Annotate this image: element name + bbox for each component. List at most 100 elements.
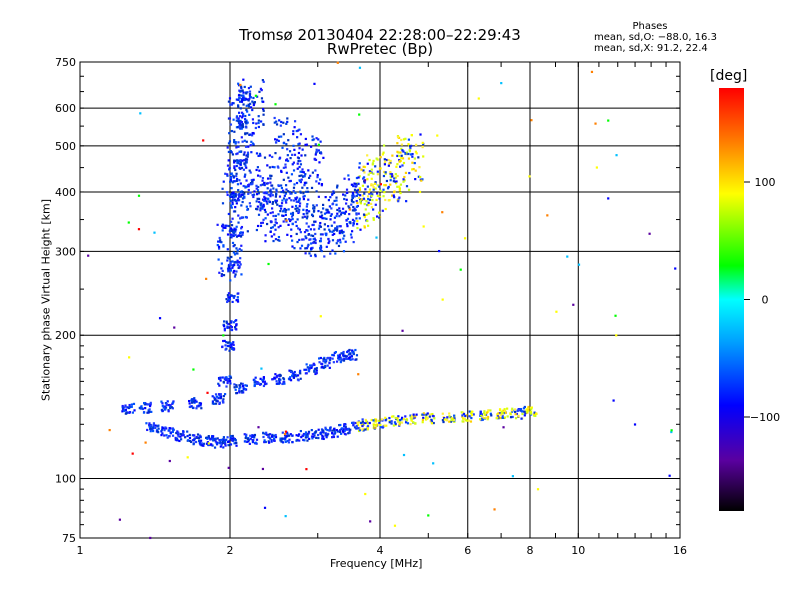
data-point [229, 103, 232, 106]
data-point [358, 429, 362, 432]
data-point [262, 203, 265, 206]
data-point [242, 103, 245, 106]
data-point [261, 183, 264, 186]
data-point [231, 193, 234, 196]
data-point [353, 209, 356, 212]
data-point [292, 376, 295, 379]
data-point [214, 440, 217, 443]
data-point [242, 78, 245, 81]
data-point [320, 183, 324, 186]
data-point [430, 419, 433, 422]
data-point [366, 154, 369, 157]
data-point [269, 230, 272, 233]
data-point [174, 436, 177, 440]
grid [80, 62, 680, 538]
data-point [254, 376, 257, 379]
data-point [258, 152, 262, 156]
data-point [253, 384, 256, 387]
data-point [282, 377, 285, 380]
data-point [392, 194, 395, 197]
data-point [269, 437, 272, 440]
data-point [261, 206, 264, 209]
data-point [253, 101, 257, 104]
data-point [305, 434, 308, 437]
data-point [233, 243, 236, 247]
data-point [251, 100, 254, 103]
data-point [198, 439, 201, 442]
data-point [248, 442, 251, 446]
data-point [314, 239, 317, 242]
data-point [233, 166, 236, 170]
data-point [235, 319, 238, 322]
data-point [258, 169, 261, 172]
data-point [510, 409, 514, 412]
data-point [257, 115, 260, 118]
data-point [390, 173, 394, 176]
data-point [472, 413, 475, 416]
data-point [306, 203, 309, 206]
data-point [273, 439, 276, 442]
data-point [321, 365, 324, 368]
data-point [358, 217, 361, 220]
data-point [222, 226, 225, 229]
data-point [323, 228, 326, 231]
data-point [372, 419, 375, 422]
data-point [453, 417, 456, 420]
data-point [510, 410, 514, 413]
data-point [178, 439, 181, 443]
data-point [236, 159, 239, 162]
data-point [227, 150, 230, 154]
data-point [461, 417, 465, 420]
data-point [299, 163, 303, 166]
data-point [234, 141, 237, 144]
data-point [160, 434, 163, 437]
data-point [391, 154, 394, 157]
data-point [282, 191, 285, 194]
data-point [364, 421, 367, 425]
data-point [262, 376, 265, 379]
data-point [361, 428, 364, 431]
data-point [306, 435, 309, 438]
data-point [226, 344, 229, 348]
data-point [400, 143, 403, 146]
data-point [230, 328, 233, 331]
data-point [281, 214, 284, 217]
data-point [352, 193, 355, 196]
data-point [354, 182, 357, 186]
data-point [247, 192, 250, 195]
data-point [274, 199, 277, 202]
data-point [329, 214, 332, 218]
data-point [211, 435, 214, 438]
data-point [148, 404, 152, 408]
data-point [169, 432, 172, 435]
data-point [348, 431, 351, 434]
data-point [357, 421, 361, 424]
colorbar-tick-label: 0 [762, 294, 769, 307]
data-point [370, 168, 373, 171]
data-point [468, 410, 471, 413]
data-point [503, 416, 506, 419]
data-points [87, 61, 677, 540]
data-point [256, 197, 259, 200]
data-point [231, 342, 234, 346]
data-point [233, 261, 237, 264]
data-point [166, 400, 169, 403]
data-point [227, 326, 230, 329]
data-point [287, 190, 290, 193]
data-point [484, 413, 487, 416]
data-point [161, 404, 164, 407]
data-point [123, 409, 126, 412]
data-point [389, 172, 392, 175]
data-point [291, 153, 294, 156]
data-point [144, 407, 147, 410]
data-point [234, 206, 237, 209]
data-point [230, 320, 233, 323]
data-point [294, 220, 297, 224]
data-point [231, 264, 235, 267]
data-point [222, 274, 226, 277]
data-point [282, 121, 285, 124]
data-point [358, 427, 362, 430]
data-point [361, 418, 364, 421]
data-point [241, 123, 244, 126]
data-point [295, 129, 298, 133]
